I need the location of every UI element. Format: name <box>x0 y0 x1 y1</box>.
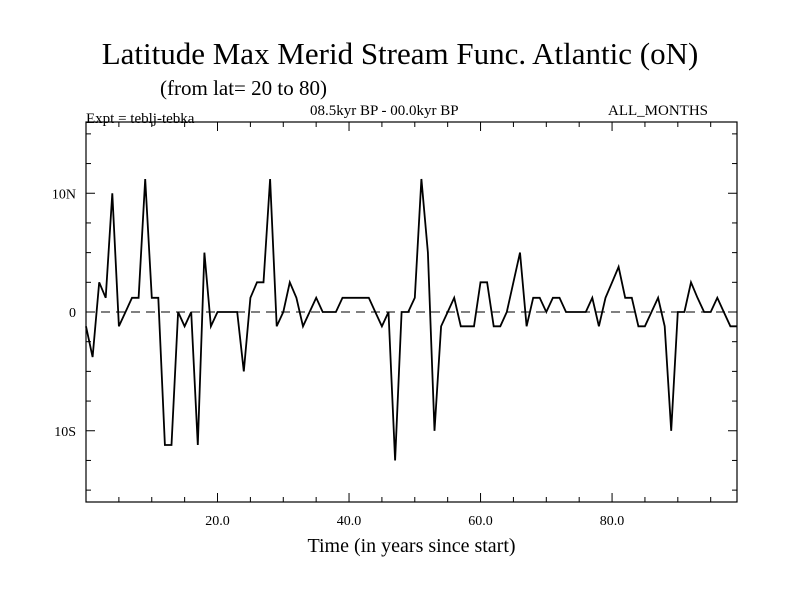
y-tick-label: 10S <box>54 425 76 440</box>
x-axis-label: Time (in years since start) <box>307 535 515 557</box>
x-tick-label: 80.0 <box>600 514 625 529</box>
x-tick-label: 40.0 <box>337 514 362 529</box>
tick-labels: 20.0 40.0 60.0 80.0 10N 0 10S <box>52 187 624 529</box>
months-label: ALL_MONTHS <box>608 103 708 119</box>
chart-title: Latitude Max Merid Stream Func. Atlantic… <box>101 36 699 71</box>
y-tick-label: 0 <box>69 306 76 321</box>
chart-subtitle: (from lat= 20 to 80) <box>160 76 327 100</box>
x-tick-label: 20.0 <box>205 514 230 529</box>
tick-marks <box>86 122 737 502</box>
x-tick-label: 60.0 <box>468 514 493 529</box>
y-tick-label: 10N <box>52 187 76 202</box>
plot-frame <box>85 121 738 503</box>
period-label: 08.5kyr BP - 00.0kyr BP <box>310 103 459 119</box>
experiment-label: Expt = teblj-tebka <box>86 111 195 127</box>
series-line-difference <box>85 178 737 461</box>
